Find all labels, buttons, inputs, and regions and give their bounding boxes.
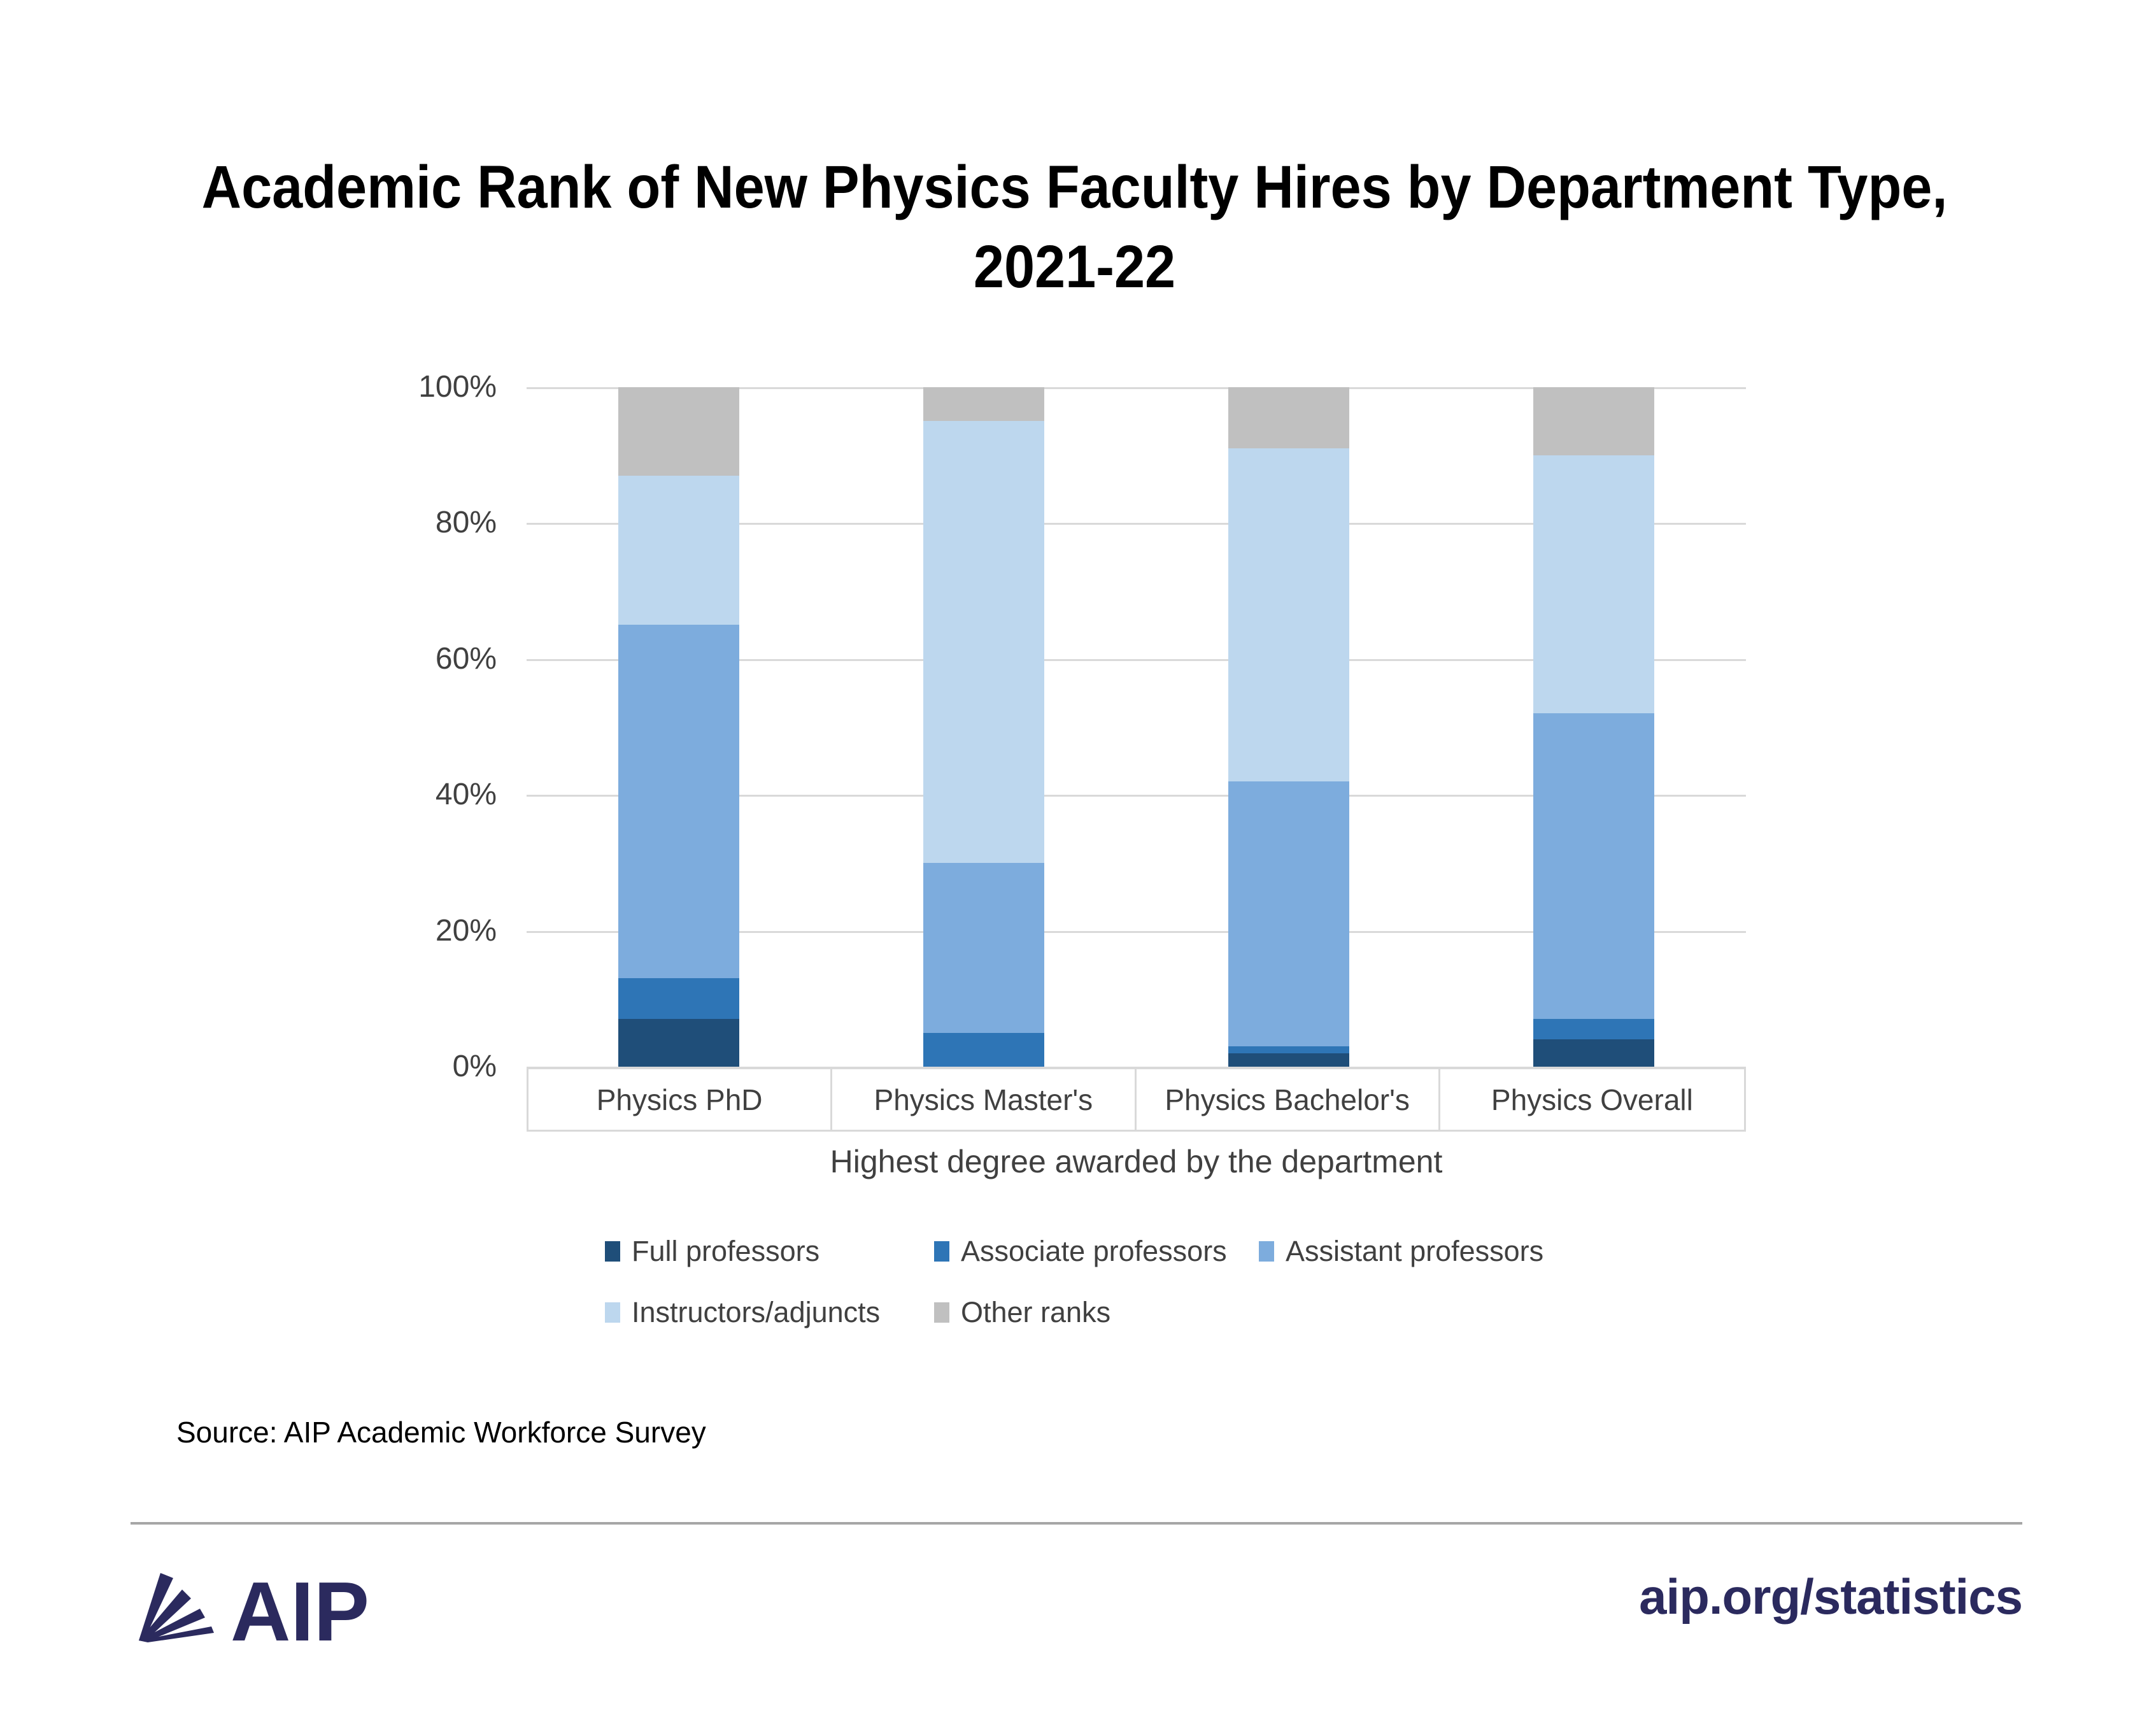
y-tick-40: 40% (435, 778, 497, 811)
aip-logo-ray-2 (139, 1590, 191, 1641)
footer-divider (131, 1522, 2022, 1525)
bar-segment (1228, 1053, 1349, 1067)
source-note: Source: AIP Academic Workforce Survey (176, 1416, 706, 1449)
bar-slot (527, 387, 832, 1067)
legend-marker-full-professors (605, 1241, 620, 1262)
chart-title-line1: Academic Rank of New Physics Faculty Hir… (201, 153, 1948, 221)
y-tick-80: 80% (435, 506, 497, 539)
plot-area (527, 387, 1746, 1067)
bar-segment (618, 387, 740, 476)
x-axis-category-band: Physics PhD Physics Master's Physics Bac… (527, 1067, 1746, 1132)
bar-slot (832, 387, 1137, 1067)
bar-segment (1228, 1046, 1349, 1053)
gridline-100 (527, 387, 1746, 389)
bar-segment (923, 1032, 1045, 1067)
bar-segment (1533, 1039, 1654, 1067)
bar-segment (923, 387, 1045, 422)
legend-label-assistant-professors: Assistant professors (1286, 1235, 1544, 1267)
bar-segment (1533, 713, 1654, 1020)
bar-segment (1228, 448, 1349, 781)
stacked-bar-3 (1533, 387, 1654, 1067)
aip-logo-ray-4 (139, 1626, 214, 1642)
legend-label-full-professors: Full professors (632, 1235, 820, 1267)
legend-item-associate-professors: Associate professors (934, 1232, 1227, 1271)
stacked-bar-2 (1228, 387, 1349, 1067)
legend-item-other-ranks: Other ranks (934, 1293, 1110, 1332)
bar-segment (618, 1019, 740, 1067)
gridline-40 (527, 795, 1746, 797)
bar-segment (1533, 1019, 1654, 1040)
bar-segment (618, 978, 740, 1020)
legend-label-instructors-adjuncts: Instructors/adjuncts (632, 1296, 881, 1328)
bars-container (527, 387, 1746, 1067)
bar-segment (1533, 387, 1654, 455)
gridline-60 (527, 659, 1746, 661)
aip-logo: AIP (135, 1565, 383, 1658)
y-tick-20: 20% (435, 914, 497, 948)
bar-segment (1228, 781, 1349, 1047)
legend-marker-assistant-professors (1259, 1241, 1274, 1262)
y-axis-tick-labels: 100% 80% 60% 40% 20% 0% (344, 370, 497, 1083)
bar-segment (1228, 387, 1349, 449)
bar-segment (923, 421, 1045, 863)
gridline-20 (527, 931, 1746, 933)
aip-logo-ray-1 (139, 1573, 173, 1640)
y-tick-60: 60% (435, 642, 497, 676)
legend-item-instructors-adjuncts: Instructors/adjuncts (605, 1293, 880, 1332)
gridline-80 (527, 523, 1746, 525)
y-tick-100: 100% (418, 370, 497, 404)
category-label-physics-overall: Physics Overall (1491, 1083, 1693, 1116)
bar-segment (618, 625, 740, 979)
bar-segment (923, 862, 1045, 1033)
chart-title-line2: 2021-22 (973, 233, 1176, 301)
legend-marker-other-ranks (934, 1302, 949, 1323)
category-label-physics-bachelors: Physics Bachelor's (1137, 1069, 1440, 1130)
aip-logo-ray-3 (139, 1609, 205, 1642)
bar-segment (618, 475, 740, 625)
x-axis-title: Highest degree awarded by the department (830, 1144, 1443, 1179)
legend-marker-associate-professors (934, 1241, 949, 1262)
stacked-bar-0 (618, 387, 740, 1067)
bar-slot (1137, 387, 1442, 1067)
statistics-url-link[interactable]: aip.org/statistics (1639, 1569, 2023, 1625)
bar-segment (1533, 455, 1654, 714)
legend-label-associate-professors: Associate professors (961, 1235, 1227, 1267)
legend-marker-instructors-adjuncts (605, 1302, 620, 1323)
stacked-bar-1 (923, 387, 1045, 1067)
category-label-physics-masters: Physics Master's (832, 1069, 1137, 1130)
legend-item-assistant-professors: Assistant professors (1259, 1232, 1543, 1271)
aip-logo-graphic: AIP (139, 1565, 369, 1658)
y-tick-0: 0% (452, 1049, 497, 1083)
category-label-physics-phd: Physics PhD (528, 1069, 833, 1130)
legend-item-full-professors: Full professors (605, 1232, 819, 1271)
bar-slot (1441, 387, 1746, 1067)
legend-label-other-ranks: Other ranks (961, 1296, 1111, 1328)
chart-title: Academic Rank of New Physics Faculty Hir… (97, 148, 2052, 308)
aip-logo-wordmark: AIP (231, 1565, 369, 1645)
